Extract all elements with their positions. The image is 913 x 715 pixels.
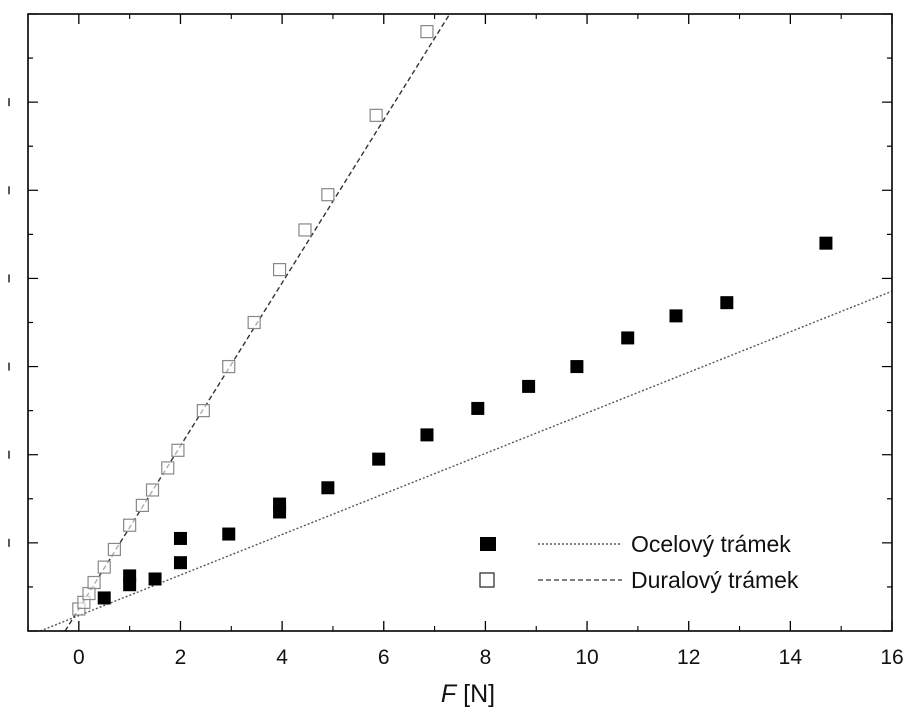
data-point-series-2 <box>82 586 96 601</box>
data-point-series-2 <box>420 25 434 39</box>
data-point-series-1 <box>173 531 187 545</box>
data-point-series-2 <box>321 188 335 202</box>
legend-label-1: Ocelový trámek <box>631 531 791 557</box>
data-point-series-1 <box>148 572 162 586</box>
data-point-series-2 <box>135 498 149 512</box>
data-points <box>72 25 833 616</box>
data-point-series-2 <box>247 315 261 330</box>
data-point-series-2 <box>222 359 236 374</box>
legend-marker-2 <box>479 572 495 588</box>
data-point-series-2 <box>272 263 287 277</box>
data-point-series-1 <box>420 428 434 442</box>
x-tick-label: 6 <box>378 646 390 669</box>
x-tick-label: 10 <box>575 646 598 669</box>
x-tick-label: 16 <box>880 646 903 669</box>
x-tick-label: 0 <box>73 646 85 669</box>
x-axis-symbol: F <box>441 680 458 708</box>
data-point-series-2 <box>369 108 383 122</box>
data-point-series-2 <box>298 223 312 237</box>
data-point-series-2 <box>161 461 175 475</box>
fit-line-1 <box>39 290 893 632</box>
data-point-series-1 <box>222 527 236 541</box>
x-tick-label: 14 <box>779 646 803 669</box>
data-point-series-1 <box>720 296 734 310</box>
data-point-series-1 <box>123 569 137 583</box>
data-point-series-2 <box>196 404 210 418</box>
legend: Ocelový trámek Duralový trámek <box>479 531 799 593</box>
data-point-series-1 <box>97 591 111 605</box>
data-point-series-2 <box>97 560 111 574</box>
x-tick-label: 12 <box>677 646 700 669</box>
data-point-series-1 <box>819 236 833 250</box>
x-axis-unit: [N] <box>456 680 495 708</box>
data-point-series-1 <box>522 379 536 393</box>
data-point-series-2 <box>171 443 185 457</box>
data-point-series-1 <box>621 331 635 345</box>
data-point-series-2 <box>123 518 137 532</box>
data-point-series-1 <box>372 452 386 466</box>
x-tick-label: 8 <box>480 646 492 669</box>
data-point-series-1 <box>570 360 584 374</box>
axis-ticks <box>8 13 893 632</box>
data-point-series-1 <box>273 497 287 511</box>
legend-marker-1 <box>480 537 496 551</box>
data-point-series-2 <box>107 542 122 557</box>
x-tick-label: 2 <box>175 646 187 669</box>
data-point-series-2 <box>145 483 160 497</box>
legend-label-2: Duralový trámek <box>631 567 799 593</box>
data-point-series-1 <box>173 556 187 570</box>
x-axis-label: F [N] <box>441 680 495 708</box>
data-point-series-2 <box>87 575 101 590</box>
x-tick-labels: 0 2 4 6 8 10 12 14 16 <box>73 646 904 669</box>
data-point-series-1 <box>669 309 683 323</box>
x-tick-label: 4 <box>276 646 288 669</box>
data-point-series-1 <box>471 401 485 415</box>
data-point-series-1 <box>321 481 335 495</box>
